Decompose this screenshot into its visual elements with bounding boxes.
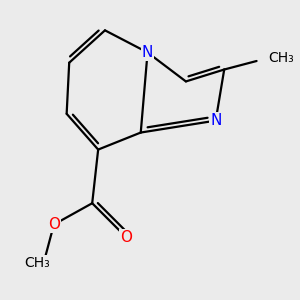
Text: N: N: [210, 113, 221, 128]
Text: CH₃: CH₃: [24, 256, 50, 270]
Text: O: O: [120, 230, 132, 245]
Text: O: O: [48, 217, 60, 232]
Text: CH₃: CH₃: [268, 51, 294, 64]
Text: N: N: [142, 45, 153, 60]
